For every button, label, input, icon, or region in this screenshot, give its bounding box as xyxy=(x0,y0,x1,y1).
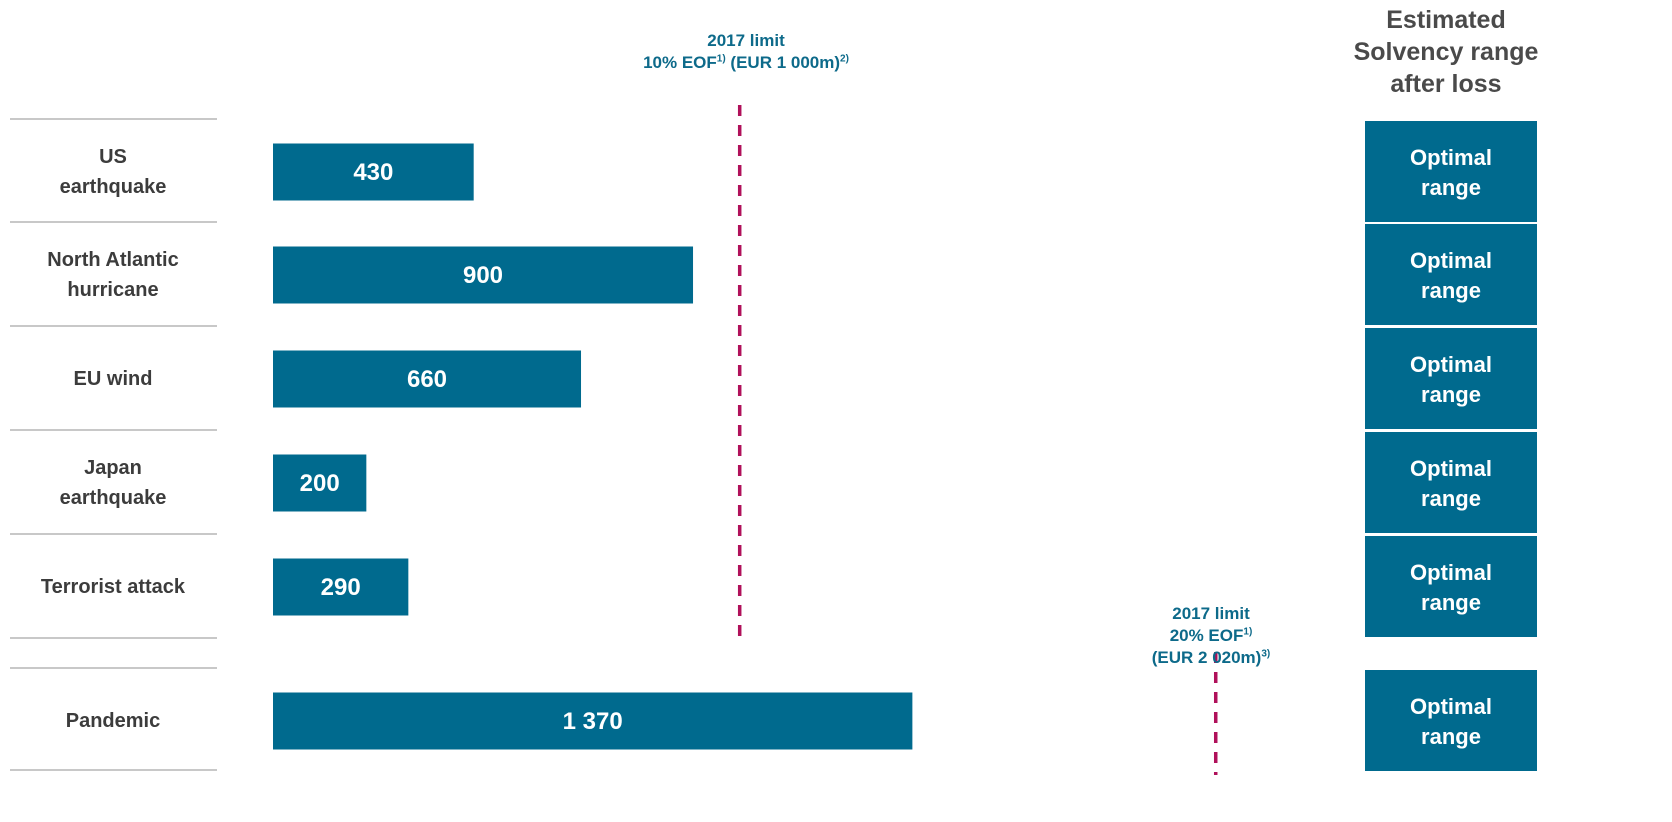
solvency-label: Optimal range xyxy=(1410,694,1492,749)
category-label: EU wind xyxy=(74,368,153,390)
limit-10pct-line1: 2017 limit xyxy=(707,31,785,50)
bar xyxy=(273,692,913,750)
category-label: Pandemic xyxy=(66,710,160,732)
solvency-label: Optimal range xyxy=(1410,248,1492,303)
footnote-1-marker: 1) xyxy=(1243,626,1253,638)
data-label: 430 xyxy=(353,159,393,186)
category-label: Terrorist attack xyxy=(41,576,186,598)
data-label: 1 370 xyxy=(563,708,623,735)
bar xyxy=(273,246,694,304)
solvency-label: Optimal range xyxy=(1410,560,1492,615)
category-label: North Atlantic hurricane xyxy=(47,249,178,301)
solvency-box xyxy=(1365,224,1537,325)
bar xyxy=(273,558,409,616)
data-label: 200 xyxy=(300,470,340,497)
limit-20pct-line3: (EUR 2 020m) xyxy=(1151,648,1262,667)
bar xyxy=(273,143,474,201)
solvency-box xyxy=(1365,670,1537,771)
solvency-box xyxy=(1365,432,1537,533)
data-label: 660 xyxy=(407,366,447,393)
limit-10pct-line2b: (EUR 1 000m) xyxy=(725,53,841,72)
limit-20pct-line1: 2017 limit xyxy=(1172,604,1250,623)
solvency-label: Optimal range xyxy=(1410,456,1492,511)
solvency-box xyxy=(1365,536,1537,637)
footnote-3-marker: 3) xyxy=(1261,648,1271,660)
limit-annotation-20pct: 2017 limit 20% EOF1) (EUR 2 020m)3) xyxy=(1100,603,1322,669)
solvency-box xyxy=(1365,121,1537,222)
solvency-box xyxy=(1365,328,1537,429)
bar xyxy=(273,350,582,408)
data-label: 290 xyxy=(321,574,361,601)
bar xyxy=(273,454,367,512)
footnote-2-marker: 2) xyxy=(840,53,849,65)
data-label: 900 xyxy=(463,262,503,289)
solvency-label: Optimal range xyxy=(1410,145,1492,200)
category-label: Japan earthquake xyxy=(60,457,167,509)
footnote-1-marker: 1) xyxy=(716,53,726,65)
limit-annotation-10pct: 2017 limit 10% EOF1) (EUR 1 000m)2) xyxy=(560,30,932,74)
category-label: US earthquake xyxy=(60,146,167,198)
solvency-header: Estimated Solvency range after loss xyxy=(1353,6,1539,98)
limit-20pct-line2: 20% EOF xyxy=(1169,626,1244,645)
limit-10pct-line2a: 10% EOF xyxy=(643,53,717,72)
solvency-label: Optimal range xyxy=(1410,352,1492,407)
